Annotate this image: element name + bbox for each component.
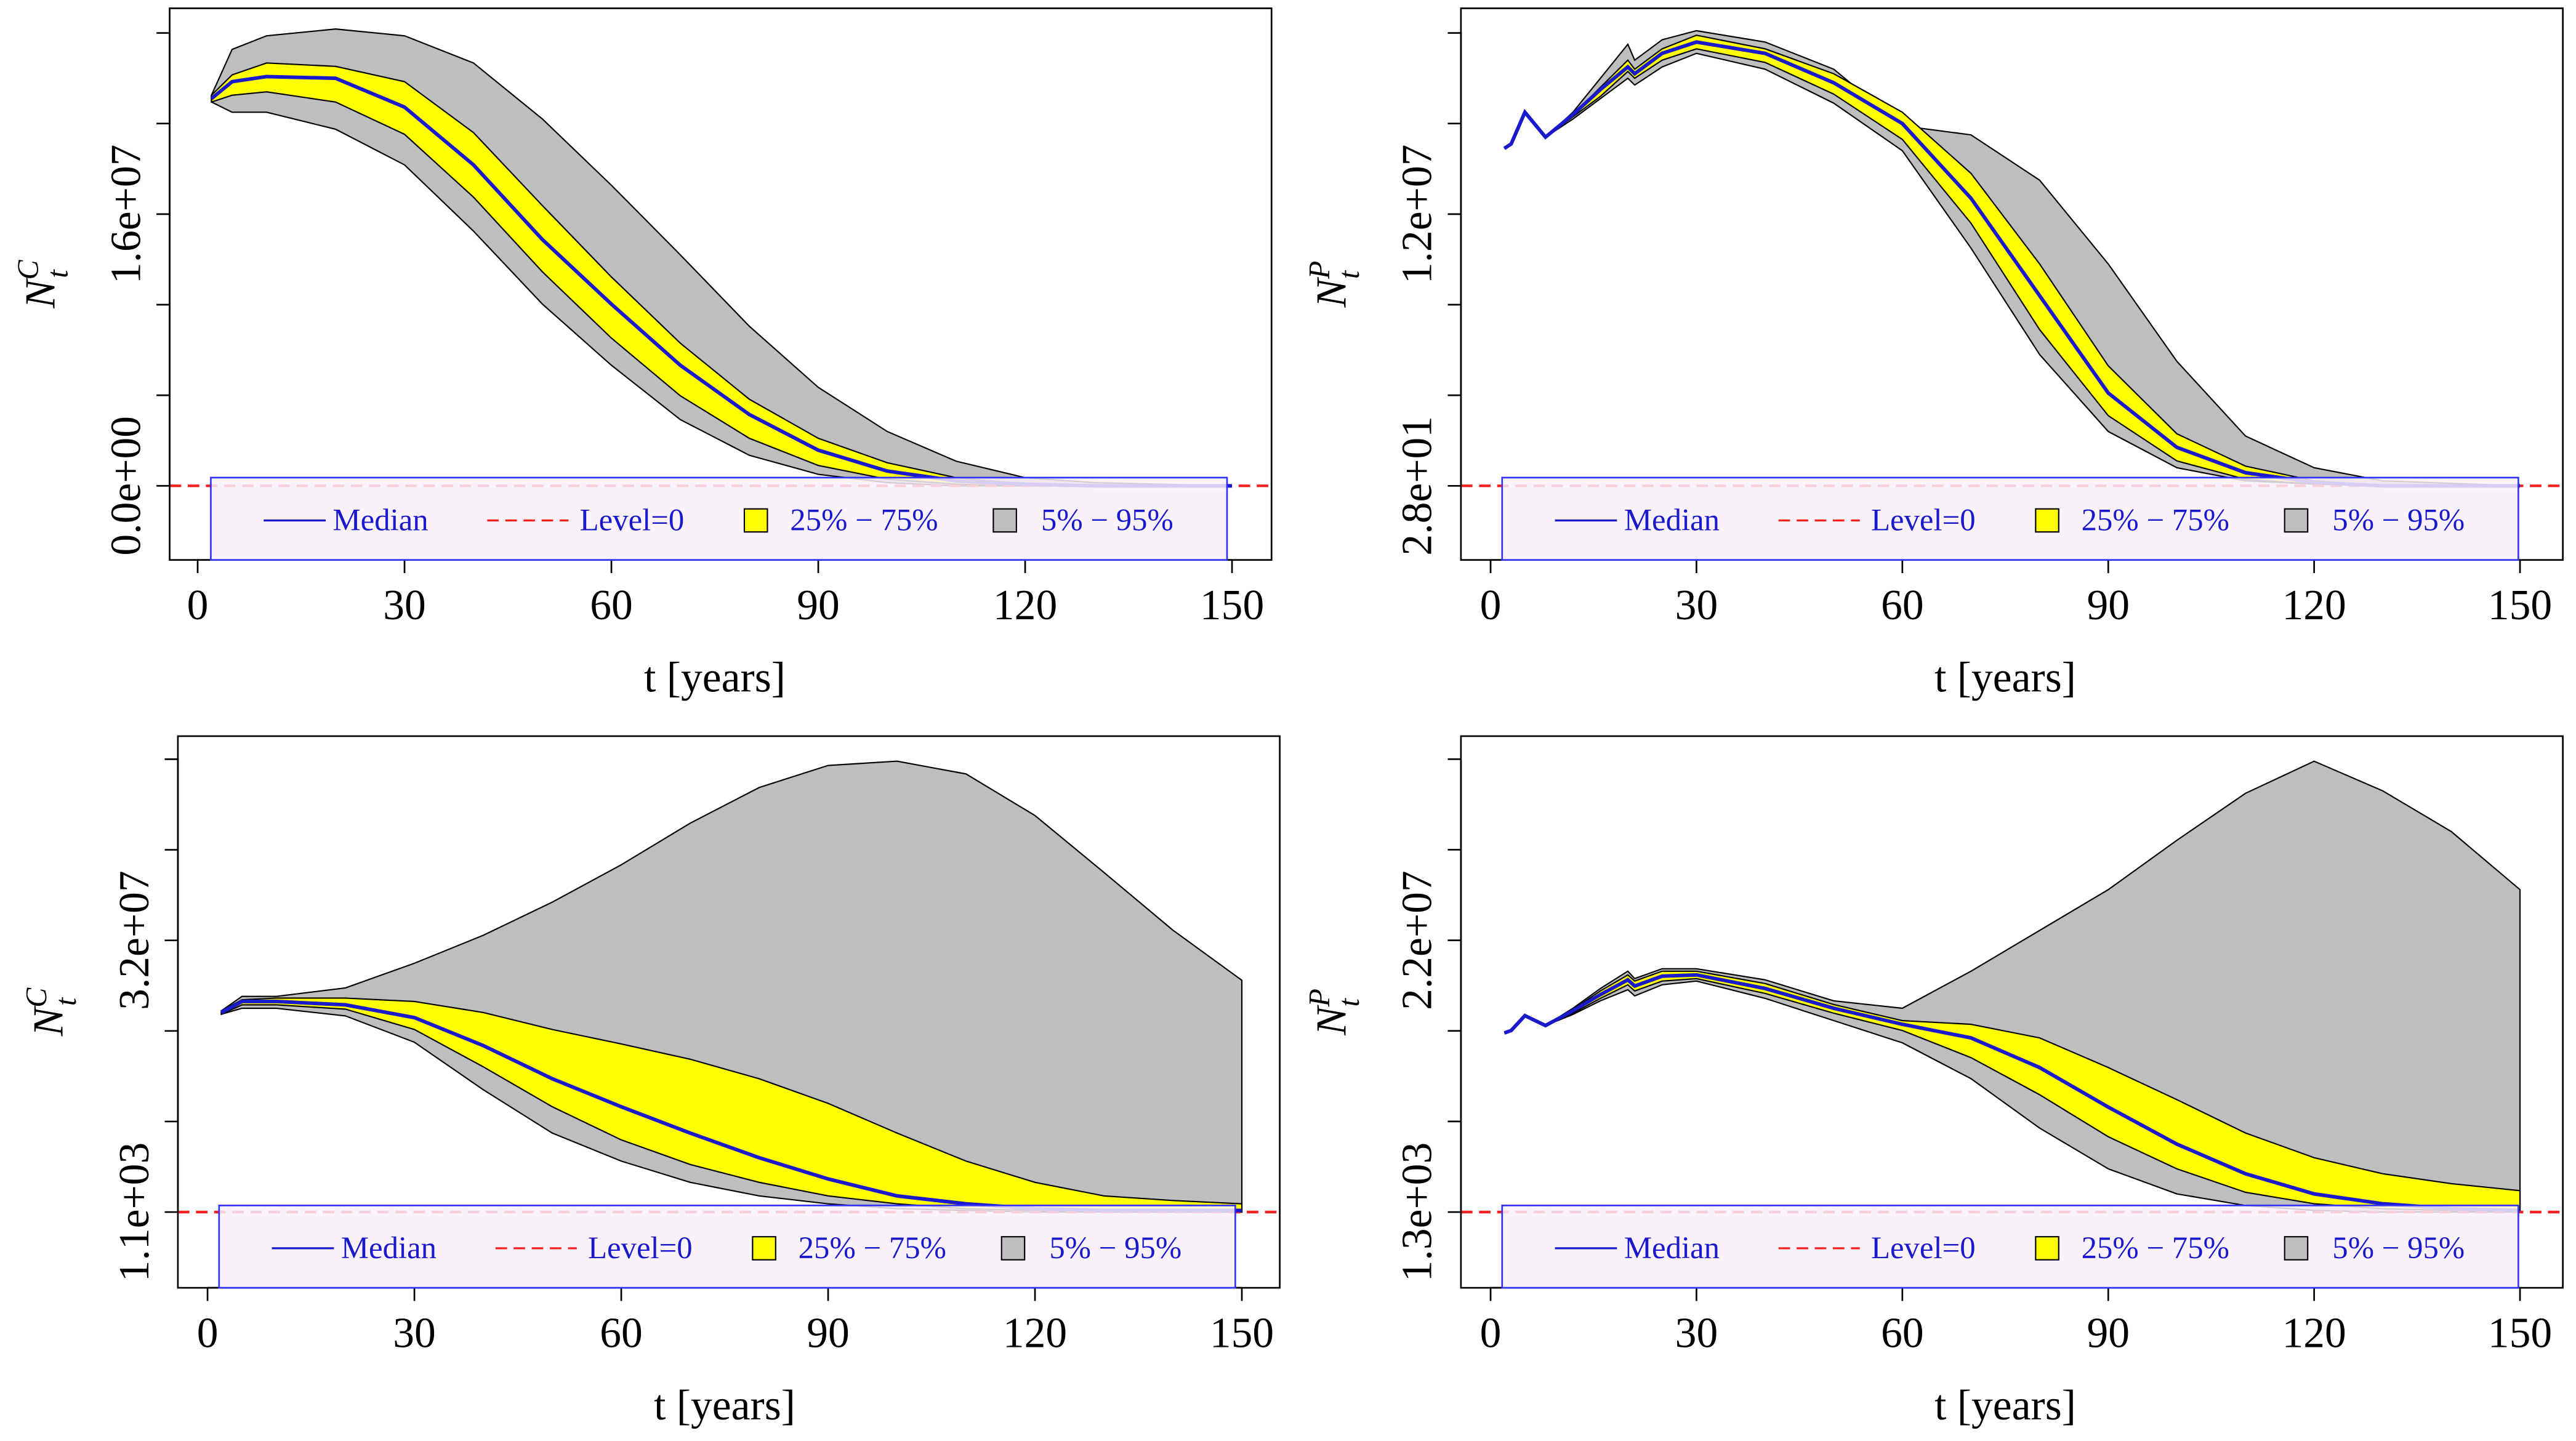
legend-swatch [2284,1236,2309,1261]
y-label-sub: t [1333,270,1366,279]
legend-label: 25% − 75% [799,1230,946,1265]
median-line [1503,40,2521,488]
legend-label: 5% − 95% [1041,503,1173,537]
legend-swatch [992,508,1017,533]
legend-swatch [1000,1236,1026,1261]
y-tick-label: 2.8e+01 [1394,416,1441,556]
band-25-75 [1503,34,2521,487]
x-tick-label: 0 [187,582,209,629]
panel: 0 30 60 90 120 150 t [years] 1.1e+03 3.2e+07 NCt M… [20,735,1281,1429]
y-tick-label: 1.2e+07 [1394,145,1441,284]
legend-box [210,476,1228,561]
x-tick-label: 120 [1003,1309,1067,1357]
x-tick-label: 0 [1480,582,1502,629]
x-tick-label: 30 [393,1309,436,1357]
panel: 0 30 60 90 120 150 t [years] 0.0e+00 1.6e+07 NCt M… [12,7,1273,702]
legend-label: Level=0 [1871,1230,1976,1265]
legend-swatch [752,1236,776,1261]
y-tick-label: 1.6e+07 [102,145,150,284]
x-tick-label: 120 [2282,582,2346,629]
x-tick-label: 90 [2087,1309,2130,1357]
y-label-base: N [1308,1005,1356,1036]
median-line [1503,973,2521,1213]
x-tick-label: 120 [993,582,1057,629]
legend-label: 25% − 75% [2082,1230,2229,1265]
legend-label: Level=0 [1871,503,1976,537]
legend-swatch [2035,1236,2059,1261]
y-label-sub: t [42,269,74,278]
x-axis-label: t [years] [654,1382,795,1429]
x-axis-label: t [years] [1934,1382,2076,1429]
y-axis-label: NCt [20,987,83,1037]
legend-label: Median [1624,1230,1720,1265]
y-tick-label: 3.2e+07 [111,870,158,1010]
x-tick-label: 90 [797,582,840,629]
x-tick-label: 60 [600,1309,643,1357]
x-tick-label: 150 [1200,582,1264,629]
y-tick-label: 1.3e+03 [1394,1142,1441,1282]
y-label-base: N [25,1005,73,1037]
x-axis-label: t [years] [644,654,786,702]
y-label-sup: P [1303,989,1336,1007]
legend-swatch [2284,508,2309,533]
legend-swatch [743,508,768,533]
legend-label: 25% − 75% [2082,503,2229,537]
panel: 0 30 60 90 120 150 t [years] 2.8e+01 1.2e+07 NPt M… [1303,7,2564,702]
x-tick-label: 30 [1675,582,1718,629]
x-tick-label: 60 [590,582,633,629]
legend-label: 5% − 95% [1049,1230,1181,1265]
legend-label: 25% − 75% [790,503,938,537]
y-tick-label: 1.1e+03 [111,1142,158,1282]
y-label-sub: t [1333,998,1366,1007]
y-axis-label: NCt [12,259,74,308]
band-5-95 [1503,760,2521,1213]
y-axis-label: NPt [1303,261,1366,308]
y-tick-label: 2.2e+07 [1394,870,1441,1010]
x-tick-label: 150 [1210,1309,1274,1357]
x-tick-label: 30 [383,582,426,629]
x-tick-label: 0 [1480,1309,1502,1357]
legend-label: Median [341,1230,437,1265]
x-tick-label: 0 [197,1309,219,1357]
band-25-75 [1503,970,2521,1213]
legend-swatch [2035,508,2059,533]
x-tick-label: 90 [807,1309,850,1357]
x-tick-label: 90 [2087,582,2130,629]
legend-label: Median [1624,503,1720,537]
x-tick-label: 60 [1881,1309,1924,1357]
y-tick-label: 0.0e+00 [102,416,150,556]
y-label-base: N [17,278,64,309]
y-label-sup: P [1303,261,1336,279]
legend-label: Level=0 [588,1230,693,1265]
y-label-sub: t [50,997,83,1006]
y-label-sup: C [12,259,45,279]
panel: 0 30 60 90 120 150 t [years] 1.3e+03 2.2e+07 NPt M… [1303,735,2564,1429]
y-label-sup: C [20,987,53,1008]
x-tick-label: 150 [2488,1309,2552,1357]
legend-box [1501,1205,2519,1289]
x-tick-label: 150 [2488,582,2552,629]
legend-label: 5% − 95% [2332,503,2465,537]
x-axis-label: t [years] [1934,654,2076,702]
x-tick-label: 60 [1881,582,1924,629]
legend-box [218,1205,1236,1289]
legend-label: 5% − 95% [2332,1230,2465,1265]
y-label-base: N [1308,276,1356,308]
legend-label: Median [332,503,428,537]
y-axis-label: NPt [1303,989,1366,1036]
x-tick-label: 120 [2282,1309,2346,1357]
legend-label: Level=0 [580,503,685,537]
x-tick-label: 30 [1675,1309,1718,1357]
legend-box [1501,476,2519,561]
